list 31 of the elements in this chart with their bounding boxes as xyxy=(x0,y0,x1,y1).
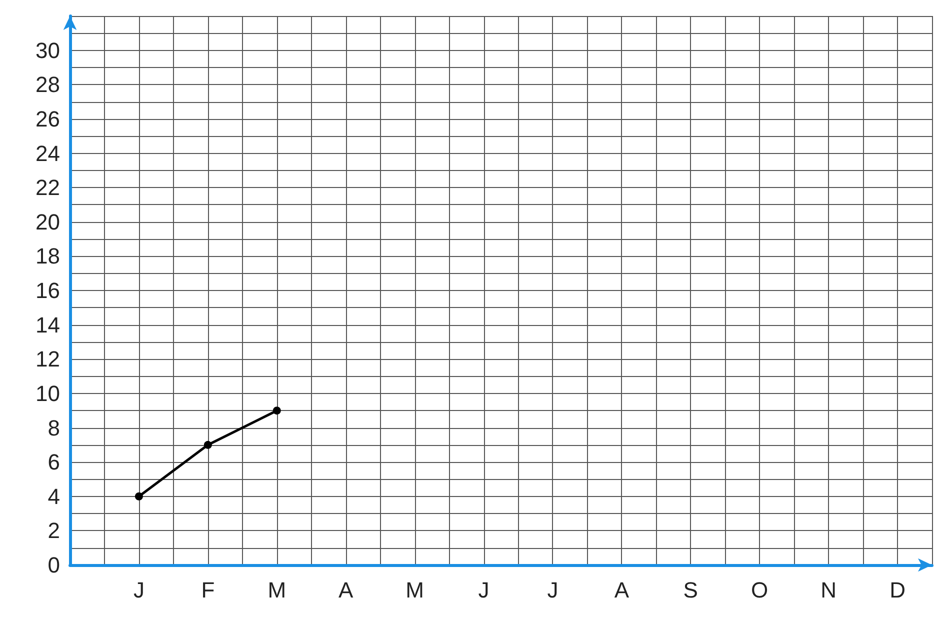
y-tick-label: 26 xyxy=(36,106,60,132)
x-tick-label: M xyxy=(268,578,286,602)
y-tick-label: 2 xyxy=(48,518,60,544)
y-tick-label: 24 xyxy=(36,140,60,166)
point xyxy=(272,406,281,415)
x-tick-label: A xyxy=(614,578,630,602)
x-tick-label: F xyxy=(201,578,215,602)
point xyxy=(134,492,143,500)
y-tick-label: 30 xyxy=(36,38,60,63)
y-tick-label: 12 xyxy=(36,346,60,372)
y-tick-label: 0 xyxy=(48,552,60,578)
y-tick-label: 22 xyxy=(36,175,60,200)
x-tick-label: M xyxy=(406,578,424,602)
y-tick-label: 10 xyxy=(36,380,60,406)
y-tick-label: 14 xyxy=(36,312,60,338)
y-tick-label: 18 xyxy=(36,244,60,269)
point xyxy=(204,440,212,449)
y-tick-label: 28 xyxy=(36,72,60,98)
x-tick-label: J xyxy=(478,578,490,602)
x-tick-label: D xyxy=(890,578,906,602)
x-tick-label: A xyxy=(338,578,354,602)
y-tick-label: 4 xyxy=(48,484,60,509)
x-tick-label: N xyxy=(820,578,837,602)
y-tick-label: 8 xyxy=(48,415,60,440)
x-tick-label: S xyxy=(683,578,698,602)
x-tick-label: J xyxy=(547,578,558,602)
y-tick-label: 20 xyxy=(36,209,60,234)
x-tick-label: O xyxy=(751,578,768,602)
x-tick-label: J xyxy=(133,578,144,602)
y-tick-label: 6 xyxy=(48,450,60,475)
y-tick-label: 16 xyxy=(36,278,60,303)
